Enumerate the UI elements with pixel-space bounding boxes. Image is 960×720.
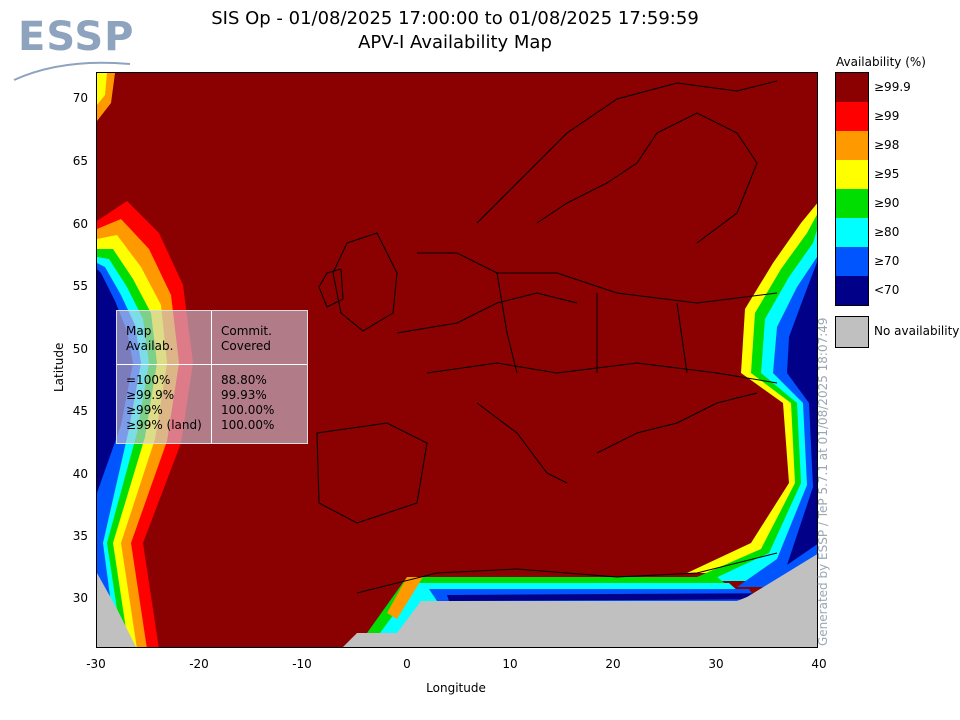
south-no-availability xyxy=(343,554,817,647)
stats-col2-header: Commit. Covered xyxy=(221,324,272,353)
x-tick-minus20: -20 xyxy=(189,657,209,671)
legend-swatch-2 xyxy=(836,131,868,160)
no-availability-swatch xyxy=(835,316,869,348)
x-axis-title: Longitude xyxy=(426,681,486,695)
y-tick-60: 60 xyxy=(72,217,88,231)
essp-logo: ESSP xyxy=(12,8,135,88)
stats-col1-header: Map Availab. xyxy=(126,324,174,353)
y-tick-35: 35 xyxy=(72,529,88,543)
legend-label-3: ≥95 xyxy=(874,167,900,181)
x-tick-20: 20 xyxy=(605,657,621,671)
map-title-line1: SIS Op - 01/08/2025 17:00:00 to 01/08/20… xyxy=(211,8,699,29)
x-tick-0: 0 xyxy=(403,657,411,671)
x-tick-30: 30 xyxy=(708,657,724,671)
legend-swatch-6 xyxy=(836,247,868,276)
legend-swatch-3 xyxy=(836,160,868,189)
stats-divider-horizontal xyxy=(117,364,307,365)
nw-corner-yellow xyxy=(97,73,107,105)
y-tick-40: 40 xyxy=(72,467,88,481)
ireland xyxy=(318,268,344,308)
x-tick-minus30: -30 xyxy=(86,657,106,671)
stats-divider-vertical xyxy=(211,311,212,443)
y-tick-50: 50 xyxy=(72,342,88,356)
legend-label-6: ≥70 xyxy=(874,254,900,268)
stats-col2-values: 88.80% 99.93% 100.00% 100.00% xyxy=(221,373,275,432)
legend-label-7: <70 xyxy=(874,283,900,297)
great-britain xyxy=(332,232,398,332)
logo-text: ESSP xyxy=(18,14,135,60)
y-tick-55: 55 xyxy=(72,279,88,293)
legend-label-4: ≥90 xyxy=(874,196,900,210)
y-tick-45: 45 xyxy=(72,404,88,418)
y-tick-70: 70 xyxy=(72,91,88,105)
x-tick-minus10: -10 xyxy=(292,657,312,671)
scandinavia-coast xyxy=(476,80,778,224)
x-tick-10: 10 xyxy=(502,657,518,671)
legend-swatch-7 xyxy=(836,276,868,305)
east-band-navy xyxy=(787,262,817,565)
legend-swatch-4 xyxy=(836,189,868,218)
y-axis-title: Latitude xyxy=(52,342,66,392)
map-title-line2: APV-I Availability Map xyxy=(358,32,552,53)
legend-swatch-5 xyxy=(836,218,868,247)
legend-label-0: ≥99.9 xyxy=(874,80,911,94)
borders-north xyxy=(417,252,778,304)
x-tick-40: 40 xyxy=(811,657,827,671)
y-tick-30: 30 xyxy=(72,591,88,605)
south-band-orange xyxy=(387,577,423,619)
south-band-navy xyxy=(447,579,817,601)
generated-by-credit: Generated by ESSP / TeP 5.7.1 at 01/08/2… xyxy=(816,317,830,646)
borders-central xyxy=(426,362,778,384)
coverage-stats-table: Map Availab. Commit. Covered =100% ≥99.9… xyxy=(116,310,308,444)
legend-label-1: ≥99 xyxy=(874,109,900,123)
west-no-availability xyxy=(97,573,136,647)
borders-vertical xyxy=(496,272,688,374)
legend-swatch-1 xyxy=(836,102,868,131)
coastlines xyxy=(316,80,778,594)
baltic-coast xyxy=(536,112,758,244)
logo-swoosh-icon xyxy=(13,61,131,81)
balkans-black-sea xyxy=(596,392,758,454)
italy xyxy=(476,402,568,484)
north-sea-coast xyxy=(396,292,578,334)
stats-col1-values: =100% ≥99.9% ≥99% ≥99% (land) xyxy=(126,373,202,432)
iberia xyxy=(316,422,428,524)
y-tick-65: 65 xyxy=(72,154,88,168)
legend-color-bar xyxy=(835,72,869,306)
legend-label-2: ≥98 xyxy=(874,138,900,152)
africa-coast xyxy=(356,552,778,594)
no-availability-label: No availability xyxy=(874,324,960,338)
legend-swatch-0 xyxy=(836,73,868,102)
legend-title: Availability (%) xyxy=(836,55,926,69)
legend-label-5: ≥80 xyxy=(874,225,900,239)
